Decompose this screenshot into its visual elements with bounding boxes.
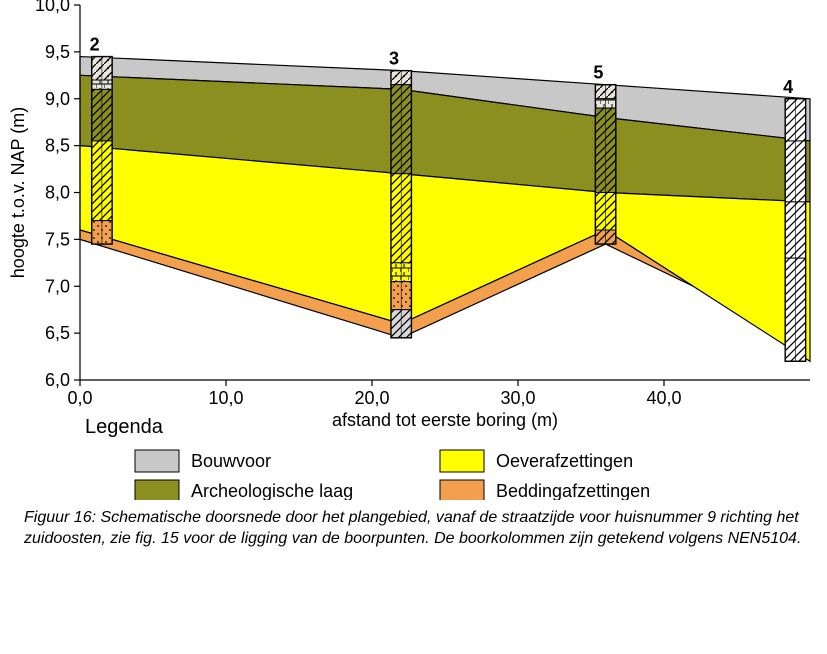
xtick: 0,0	[67, 388, 92, 408]
legend-swatch	[135, 450, 179, 472]
bore-label-5: 5	[593, 63, 603, 83]
ytick: 8,5	[45, 136, 70, 156]
xtick: 10,0	[208, 388, 243, 408]
legend-label: Archeologische laag	[191, 481, 353, 500]
ytick: 6,0	[45, 370, 70, 390]
ytick: 9,5	[45, 42, 70, 62]
xtick: 20,0	[354, 388, 389, 408]
bore-label-4: 4	[783, 77, 793, 97]
ytick: 7,0	[45, 276, 70, 296]
legend-swatch	[440, 450, 484, 472]
legend-label: Beddingafzettingen	[496, 481, 650, 500]
legend-title: Legenda	[85, 416, 164, 438]
legend-label: Oeverafzettingen	[496, 451, 633, 471]
chart-svg: 2 3 5 4 6,0 6,5 7,0 7,5 8,0 8,5 9,0 9,5 10,0 0,0 10,0 2…	[0, 0, 827, 500]
ytick: 7,5	[45, 229, 70, 249]
legend-swatch	[135, 480, 179, 500]
figure-caption: Figuur 16: Schematische doorsnede door h…	[0, 500, 827, 558]
bore-label-2: 2	[90, 35, 100, 55]
ytick: 8,0	[45, 183, 70, 203]
legend-swatch	[440, 480, 484, 500]
bore-label-3: 3	[389, 49, 399, 69]
xtick: 30,0	[500, 388, 535, 408]
xtick: 40,0	[646, 388, 681, 408]
ytick: 10,0	[35, 0, 70, 15]
ytick: 9,0	[45, 89, 70, 109]
x-axis-label: afstand tot eerste boring (m)	[332, 410, 558, 430]
y-axis-label: hoogte t.o.v. NAP (m)	[8, 107, 28, 278]
cross-section-chart: 2 3 5 4 6,0 6,5 7,0 7,5 8,0 8,5 9,0 9,5 10,0 0,0 10,0 2…	[0, 0, 827, 500]
ytick: 6,5	[45, 323, 70, 343]
legend-label: Bouwvoor	[191, 451, 271, 471]
